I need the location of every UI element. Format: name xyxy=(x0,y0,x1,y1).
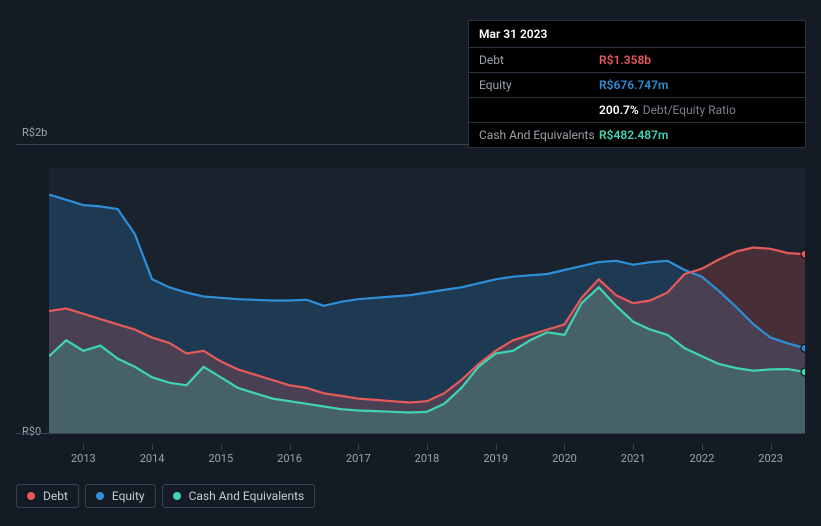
y-tick-min: R$0 xyxy=(22,425,41,438)
x-tick-label: 2016 xyxy=(277,452,302,465)
legend-item-equity[interactable]: Equity xyxy=(85,484,156,508)
x-tick-label: 2022 xyxy=(690,452,715,465)
legend-dot xyxy=(27,492,35,500)
chart-tooltip: Mar 31 2023 DebtR$1.358bEquityR$676.747m… xyxy=(468,20,806,148)
x-tick-label: 2020 xyxy=(552,452,577,465)
legend-dot xyxy=(96,492,104,500)
x-tick-line xyxy=(496,444,497,450)
x-tick-line xyxy=(358,444,359,450)
x-tick-label: 2023 xyxy=(758,452,783,465)
x-tick-line xyxy=(290,444,291,450)
x-tick-label: 2013 xyxy=(71,452,96,465)
tooltip-date: Mar 31 2023 xyxy=(469,21,805,48)
legend: Debt Equity Cash And Equivalents xyxy=(16,484,315,508)
x-tick-label: 2019 xyxy=(483,452,508,465)
y-tick-max: R$2b xyxy=(22,126,47,139)
x-tick-line xyxy=(702,444,703,450)
tooltip-value: R$1.358b xyxy=(599,53,651,67)
x-tick-label: 2015 xyxy=(208,452,233,465)
legend-dot xyxy=(173,492,181,500)
tooltip-label: Debt xyxy=(479,53,599,67)
legend-item-debt[interactable]: Debt xyxy=(16,484,79,508)
legend-label: Debt xyxy=(43,489,68,503)
end-marker xyxy=(801,344,805,352)
x-tick-label: 2018 xyxy=(415,452,440,465)
x-tick-label: 2021 xyxy=(621,452,646,465)
legend-label: Cash And Equivalents xyxy=(189,489,305,503)
chart-bottom-border xyxy=(16,433,805,434)
tooltip-label: Equity xyxy=(479,78,599,92)
x-tick-label: 2017 xyxy=(346,452,371,465)
x-axis: 2013 2014 2015 2016 2017 2018 2019 2020 2021 2022… xyxy=(49,444,805,474)
x-tick-line xyxy=(221,444,222,450)
x-tick-line xyxy=(771,444,772,450)
tooltip-value: R$482.487m xyxy=(599,128,668,142)
legend-item-cash-and-equivalents[interactable]: Cash And Equivalents xyxy=(162,484,316,508)
x-tick-line xyxy=(633,444,634,450)
x-tick-label: 2014 xyxy=(140,452,165,465)
end-marker xyxy=(801,368,805,376)
tooltip-row: EquityR$676.747m xyxy=(469,73,805,98)
end-marker xyxy=(801,250,805,258)
tooltip-row: DebtR$1.358b xyxy=(469,48,805,73)
tooltip-label xyxy=(479,103,599,117)
x-tick-line xyxy=(152,444,153,450)
tooltip-label: Cash And Equivalents xyxy=(479,128,599,142)
chart-plot-area[interactable] xyxy=(49,168,805,433)
tooltip-row: Cash And EquivalentsR$482.487m xyxy=(469,123,805,147)
tooltip-row: 200.7%Debt/Equity Ratio xyxy=(469,98,805,123)
tooltip-value: 200.7%Debt/Equity Ratio xyxy=(599,103,736,117)
x-tick-line xyxy=(83,444,84,450)
legend-label: Equity xyxy=(112,489,145,503)
x-tick-line xyxy=(427,444,428,450)
x-tick-line xyxy=(564,444,565,450)
tooltip-value: R$676.747m xyxy=(599,78,668,92)
